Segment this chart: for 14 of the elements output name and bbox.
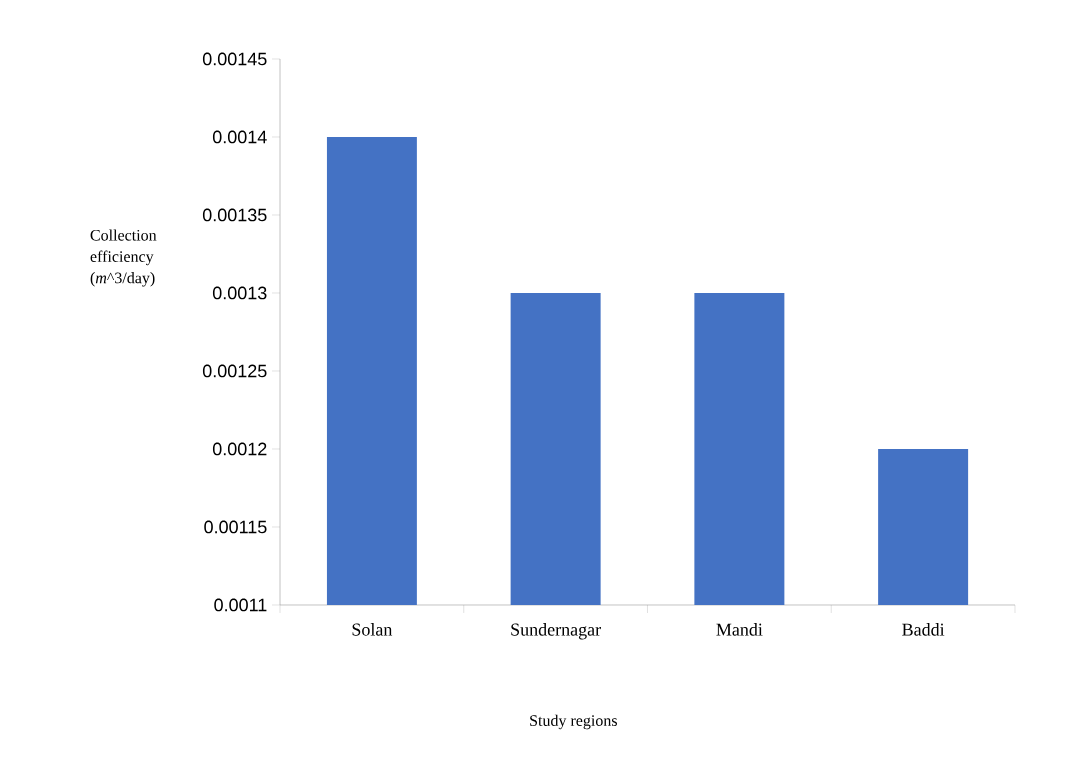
y-tick-label: 0.0014 <box>212 130 267 144</box>
y-tick-label: 0.00145 <box>202 52 267 66</box>
x-tick-label: Solan <box>352 623 393 636</box>
y-axis-title: Collection efficiency (m^3/day) <box>90 229 157 287</box>
x-tick-label: Baddi <box>902 623 945 636</box>
x-tick-label: Mandi <box>716 623 763 636</box>
y-tick-label: 0.0011 <box>214 598 267 612</box>
y-tick-label: 0.00115 <box>204 520 267 534</box>
y-tick-label: 0.00125 <box>202 364 267 378</box>
x-axis-title: Study regions <box>530 714 617 730</box>
y-tick-label: 0.0012 <box>212 442 267 456</box>
y-tick-label: 0.00135 <box>202 208 267 222</box>
x-tick-label: Sundernagar <box>511 623 601 640</box>
y-tick-label: 0.0013 <box>212 286 267 300</box>
